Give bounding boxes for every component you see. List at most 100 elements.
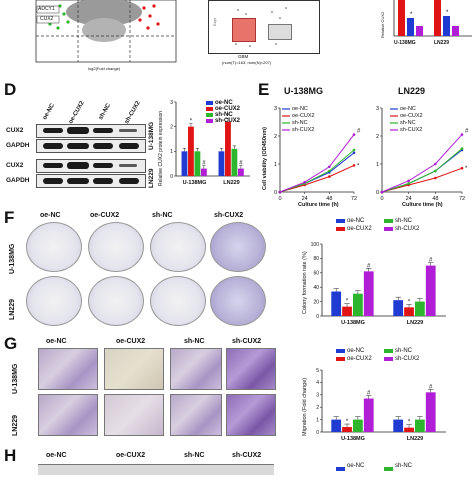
legend-f-swatch-2 — [384, 219, 393, 223]
y-tick-label-5: 5 — [316, 368, 319, 374]
migration-well-ln229-oe-cux2 — [104, 394, 164, 436]
y-tick-label-0: 0 — [316, 430, 319, 436]
y-tick-label-2: 2 — [274, 134, 277, 140]
bar-U-138MG-oe-CUX2 — [342, 306, 352, 316]
legend-e2-item-3: sh-CUX2 — [400, 127, 423, 133]
line-sh-CUX2 — [279, 134, 355, 193]
y-tick-label-2: 2 — [316, 405, 319, 411]
boxplot-frame — [208, 0, 320, 54]
h-col-sh-nc: sh-NC — [184, 452, 205, 459]
legend-f: oe-NC oe-CUX2 sh-NC sh-CUX2 — [336, 218, 456, 234]
point-sh-CUX2-3 — [352, 133, 356, 136]
wb-lane-sh-nc: sh-NC — [98, 102, 113, 121]
panel-label-f: F — [4, 208, 15, 227]
bar-U-138MG-sh-CUX2 — [363, 271, 374, 316]
colony-plate-ln229-sh-nc — [150, 276, 206, 326]
marker-sh-cux2: # — [465, 129, 469, 135]
x-category-label-1: LN229 — [223, 180, 240, 186]
f-col-oe-cux2: oe-CUX2 — [90, 212, 120, 219]
boxplot-group-label: GBM — [238, 54, 249, 59]
f-col-sh-nc: sh-NC — [152, 212, 173, 219]
line-oe-CUX2 — [381, 167, 463, 193]
marker-U-138MG-sh-cux2: # — [202, 161, 206, 167]
chart-e1: 0 1 2 3 0 24 48 72 # * Cell viability (OD450nm) C… — [262, 98, 362, 210]
legend-f-item-1: oe-CUX2 — [347, 226, 372, 232]
legend-g-swatch-2 — [384, 349, 393, 353]
y-tick-label-3: 3 — [316, 393, 319, 399]
bar-LN229-sh-NC — [231, 148, 238, 176]
chart-e1-title: U-138MG — [284, 86, 324, 96]
bar-LN229-oe-NC — [393, 419, 404, 432]
panel-h-blot-strip — [38, 464, 274, 475]
y-tick-label-0: 0 — [376, 190, 379, 196]
legend-e1-item-0: oe-NC — [292, 106, 308, 112]
chart-g: 0 1 2 3 4 5 * # U-138MG * # LN229 Migration (Fold c… — [300, 364, 450, 444]
y-tick-label-0: 0 — [274, 190, 277, 196]
legend-g-swatch-1 — [336, 357, 345, 361]
y-tick-label-3: 3 — [274, 106, 277, 112]
top-bar-3 — [416, 26, 423, 36]
top-bar-4 — [434, 0, 441, 36]
x-category-label-0: U-138MG — [341, 436, 365, 442]
marker-LN229-oe-cux2: * — [408, 299, 411, 305]
top-bar-6 — [452, 26, 459, 36]
marker-U-138MG-sh-cux2: # — [367, 391, 371, 397]
chart-f: 0 20 40 60 80 100 * # U-138MG * # LN229 Colony form… — [300, 236, 450, 328]
f-row-u138: U-138MG — [9, 243, 16, 274]
y-tick-label-1: 20 — [313, 299, 319, 305]
bar-U-138MG-oe-NC — [331, 419, 342, 432]
point-sh-CUX2-2 — [328, 165, 331, 169]
x-tick-label-0: 0 — [278, 196, 281, 202]
x-tick-label-1: 24 — [302, 196, 308, 202]
top-bar-svg: * * — [393, 0, 472, 37]
wb-row-cux2-2: CUX2 — [6, 162, 24, 169]
y-tick-label-0: 0 — [316, 314, 319, 320]
point-oe-CUX2-2 — [434, 176, 437, 180]
wb-row-cux2-1: CUX2 — [6, 127, 24, 134]
migration-well-ln229-sh-nc — [170, 394, 222, 436]
y-tick-label-1: 1 — [274, 162, 277, 168]
chart-e2-title: LN229 — [398, 86, 426, 96]
boxplot-normal-box — [268, 24, 292, 40]
bar-U-138MG-oe-NC — [181, 151, 188, 176]
legend-f-swatch-1 — [336, 227, 345, 231]
colony-plate-ln229-sh-cux2 — [210, 276, 266, 326]
wb-row-gapdh-1: GAPDH — [6, 142, 30, 149]
volcano-up-points — [138, 4, 160, 30]
y-tick-label-4: 4 — [316, 380, 319, 386]
bar-LN229-oe-CUX2 — [404, 427, 414, 432]
y-tick-label-2: 40 — [313, 285, 319, 291]
x-tick-label-2: 48 — [432, 196, 438, 202]
colony-plate-ln229-oe-nc — [26, 276, 82, 326]
colony-plate-u138-sh-cux2 — [210, 222, 266, 272]
chart-d-svg: 0 1 2 3 * # U-138MG * # LN229 — [170, 100, 250, 186]
line-oe-NC — [381, 149, 463, 193]
panel-label-d: D — [4, 80, 17, 99]
wb-cellline-ln229: LN229 — [148, 168, 155, 188]
point-sh-NC-2 — [328, 169, 331, 173]
x-tick-label-3: 72 — [351, 196, 357, 202]
chart-e2: 0 1 2 3 0 24 48 72 # * Culture time (h) — [368, 98, 472, 210]
x-category-label-0: U-138MG — [183, 180, 207, 186]
chart-d-ylabel: Relative CUX2 protein expression — [158, 110, 164, 186]
top-bar-marker-2: * — [446, 10, 449, 16]
volcano-label-cux2: CUX2 — [40, 16, 54, 22]
bar-U-138MG-oe-CUX2 — [342, 427, 352, 432]
point-sh-CUX2-1 — [407, 179, 410, 183]
chart-e2-svg: 0 1 2 3 0 24 48 72 # * — [376, 106, 469, 202]
legend-e1-item-3: sh-CUX2 — [292, 127, 315, 133]
legend-e1-item-1: oe-CUX2 — [292, 113, 315, 119]
panel-label-h: H — [4, 446, 17, 465]
y-tick-label-1: 1 — [316, 417, 319, 423]
point-sh-CUX2-0 — [380, 190, 384, 194]
legend-d-item-2: sh-NC — [215, 112, 233, 118]
top-bar-group-2: LN229 — [434, 40, 450, 46]
legend-d: oe-NC oe-CUX2 sh-NC sh-CUX2 — [206, 100, 262, 126]
chart-e-ylabel: Cell viability (OD450nm) — [262, 127, 268, 190]
legend-g-item-0: oe-NC — [347, 348, 365, 354]
marker-sh-cux2: # — [357, 129, 361, 135]
point-oe-CUX2-3 — [460, 166, 464, 170]
wb-cellline-u138: U-138MG — [148, 121, 155, 150]
bar-LN229-sh-CUX2 — [425, 265, 436, 316]
g-col-oe-nc: oe-NC — [46, 338, 67, 345]
